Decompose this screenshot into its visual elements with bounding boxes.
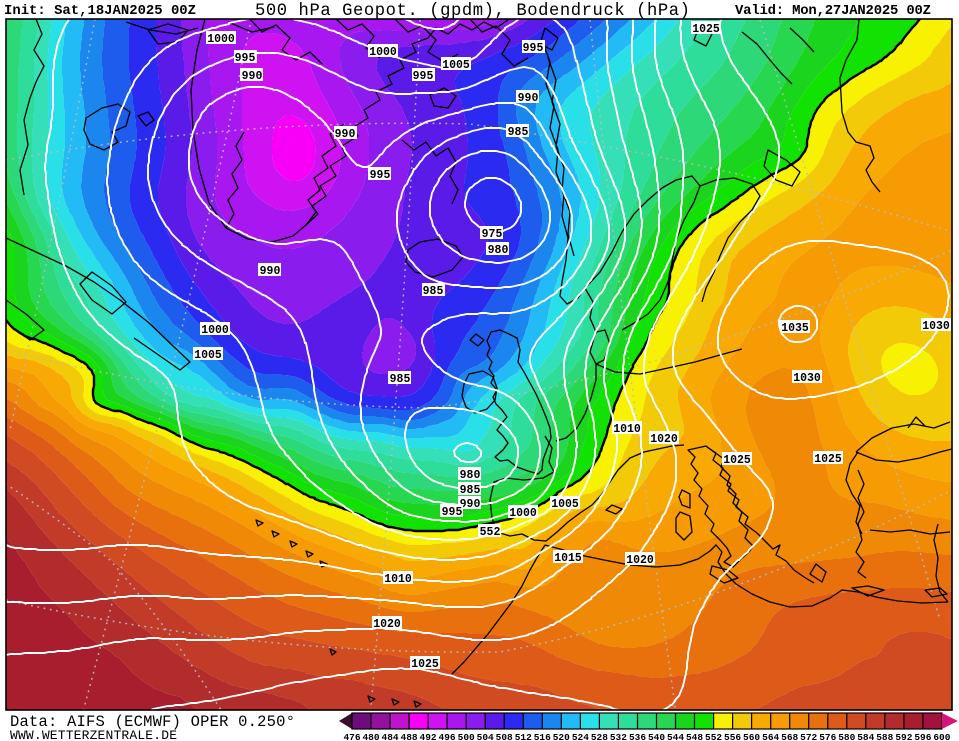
svg-text:990: 990 <box>335 128 356 141</box>
svg-text:1000: 1000 <box>509 507 537 520</box>
svg-text:Valid: Mon,27JAN2025 00Z: Valid: Mon,27JAN2025 00Z <box>735 3 931 19</box>
svg-text:1030: 1030 <box>922 320 950 333</box>
svg-text:1020: 1020 <box>373 618 401 631</box>
svg-text:588: 588 <box>876 732 893 741</box>
svg-text:600: 600 <box>933 732 950 741</box>
svg-text:1025: 1025 <box>723 454 751 467</box>
svg-text:1020: 1020 <box>626 554 654 567</box>
svg-text:1000: 1000 <box>369 46 397 59</box>
svg-text:532: 532 <box>610 732 627 741</box>
svg-text:492: 492 <box>420 732 437 741</box>
svg-text:568: 568 <box>781 732 798 741</box>
svg-text:576: 576 <box>819 732 836 741</box>
svg-text:985: 985 <box>423 285 444 298</box>
svg-text:995: 995 <box>235 52 256 65</box>
svg-text:1005: 1005 <box>442 59 470 72</box>
svg-text:548: 548 <box>686 732 703 741</box>
svg-text:995: 995 <box>442 506 463 519</box>
svg-text:1005: 1005 <box>194 349 222 362</box>
svg-text:552: 552 <box>480 526 501 539</box>
svg-text:512: 512 <box>515 732 532 741</box>
svg-text:980: 980 <box>488 244 509 257</box>
svg-text:1020: 1020 <box>650 433 678 446</box>
svg-text:995: 995 <box>413 70 434 83</box>
svg-text:488: 488 <box>401 732 418 741</box>
svg-text:975: 975 <box>482 228 503 241</box>
svg-text:544: 544 <box>667 732 684 741</box>
svg-text:985: 985 <box>460 484 481 497</box>
svg-text:980: 980 <box>460 469 481 482</box>
svg-text:990: 990 <box>460 498 481 511</box>
svg-text:500 hPa Geopot. (gpdm), Bodend: 500 hPa Geopot. (gpdm), Bodendruck (hPa) <box>255 2 690 21</box>
svg-text:1030: 1030 <box>793 372 821 385</box>
svg-text:552: 552 <box>705 732 722 741</box>
svg-text:580: 580 <box>838 732 855 741</box>
svg-text:990: 990 <box>260 265 281 278</box>
svg-text:508: 508 <box>496 732 513 741</box>
svg-text:1010: 1010 <box>384 573 412 586</box>
svg-text:540: 540 <box>648 732 665 741</box>
svg-text:990: 990 <box>518 92 539 105</box>
svg-text:Init: Sat,18JAN2025 00Z: Init: Sat,18JAN2025 00Z <box>4 3 196 19</box>
svg-text:WWW.WETTERZENTRALE.DE: WWW.WETTERZENTRALE.DE <box>10 728 177 741</box>
svg-text:520: 520 <box>553 732 570 741</box>
svg-text:564: 564 <box>762 732 779 741</box>
svg-text:560: 560 <box>743 732 760 741</box>
svg-text:1025: 1025 <box>814 453 842 466</box>
svg-text:995: 995 <box>370 169 391 182</box>
svg-text:484: 484 <box>382 732 399 741</box>
svg-text:1000: 1000 <box>207 33 235 46</box>
svg-text:524: 524 <box>572 732 589 741</box>
svg-text:985: 985 <box>390 373 411 386</box>
svg-text:592: 592 <box>895 732 912 741</box>
svg-text:496: 496 <box>439 732 456 741</box>
svg-text:1025: 1025 <box>692 23 720 36</box>
svg-text:1025: 1025 <box>411 658 439 671</box>
svg-text:556: 556 <box>724 732 741 741</box>
svg-text:536: 536 <box>629 732 646 741</box>
svg-text:516: 516 <box>534 732 551 741</box>
svg-text:596: 596 <box>914 732 931 741</box>
svg-text:990: 990 <box>242 70 263 83</box>
svg-text:480: 480 <box>362 732 379 741</box>
svg-text:1005: 1005 <box>551 498 579 511</box>
svg-text:995: 995 <box>523 42 544 55</box>
svg-text:500: 500 <box>458 732 475 741</box>
svg-text:1035: 1035 <box>781 322 809 335</box>
svg-text:572: 572 <box>800 732 817 741</box>
svg-text:476: 476 <box>343 732 360 741</box>
svg-text:Data: AIFS (ECMWF) OPER 0.250°: Data: AIFS (ECMWF) OPER 0.250° <box>10 713 295 731</box>
svg-text:1010: 1010 <box>613 423 641 436</box>
svg-text:504: 504 <box>477 732 494 741</box>
svg-text:584: 584 <box>857 732 874 741</box>
svg-text:1015: 1015 <box>554 552 582 565</box>
svg-text:985: 985 <box>508 126 529 139</box>
svg-text:1000: 1000 <box>201 324 229 337</box>
svg-text:528: 528 <box>591 732 608 741</box>
